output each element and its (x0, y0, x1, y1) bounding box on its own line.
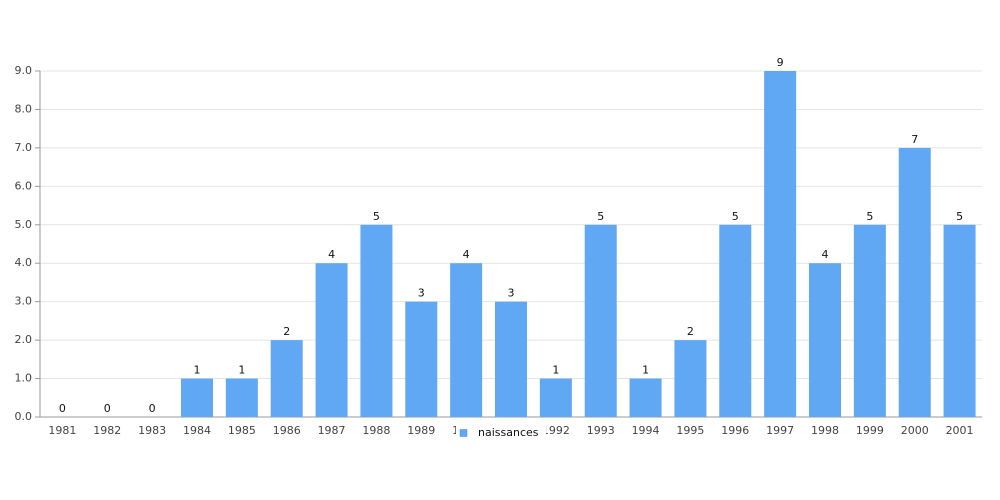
data-label: 1 (194, 364, 201, 377)
y-tick-label: 8.0 (15, 102, 33, 115)
x-tick-label: 2000 (901, 424, 929, 437)
legend-label: naissances (478, 426, 539, 439)
y-tick-label: 0.0 (15, 410, 33, 423)
x-tick-label: 1996 (721, 424, 749, 437)
x-tick-label: 1994 (632, 424, 660, 437)
data-label: 4 (463, 248, 470, 261)
data-label: 0 (149, 402, 156, 415)
y-tick-label: 6.0 (15, 179, 33, 192)
data-label: 0 (59, 402, 66, 415)
bar (495, 301, 527, 417)
x-tick-label: 1997 (766, 424, 794, 437)
bar (405, 301, 438, 417)
x-tick-label: 1995 (676, 424, 704, 437)
x-tick-label: 1984 (183, 424, 211, 437)
data-label: 5 (597, 210, 604, 223)
x-tick-label: 2001 (946, 424, 974, 437)
data-label: 5 (373, 210, 380, 223)
data-label: 2 (283, 325, 290, 338)
x-tick-label: 1981 (48, 424, 76, 437)
bar (853, 224, 886, 417)
x-tick-label: 1983 (138, 424, 166, 437)
data-label: 2 (687, 325, 694, 338)
data-label: 5 (956, 210, 963, 223)
y-tick-label: 5.0 (15, 218, 33, 231)
bar (764, 71, 797, 417)
y-tick-label: 7.0 (15, 141, 33, 154)
data-label: 3 (418, 287, 425, 300)
x-tick-label: 1982 (93, 424, 121, 437)
x-tick-label: 1987 (318, 424, 346, 437)
x-tick-label: 1999 (856, 424, 884, 437)
bar (809, 263, 841, 417)
y-tick-label: 4.0 (15, 256, 33, 269)
bar (674, 340, 707, 417)
bar (898, 147, 931, 417)
data-label: 0 (104, 402, 111, 415)
x-tick-label: 1988 (362, 424, 390, 437)
bar (360, 224, 393, 417)
bar (719, 224, 752, 417)
data-label: 1 (642, 364, 649, 377)
bar (225, 378, 258, 417)
bar (270, 340, 303, 417)
data-label: 5 (866, 210, 873, 223)
bar (629, 378, 662, 417)
y-tick-label: 2.0 (15, 333, 33, 346)
data-label: 5 (732, 210, 739, 223)
data-label: 1 (552, 364, 559, 377)
legend-background (456, 425, 546, 441)
bar (584, 224, 617, 417)
bar (181, 378, 213, 417)
bar (539, 378, 572, 417)
data-label: 4 (328, 248, 335, 261)
data-label: 1 (238, 364, 245, 377)
x-tick-label: 1989 (407, 424, 435, 437)
data-label: 9 (777, 56, 784, 69)
x-tick-label: 1986 (273, 424, 301, 437)
data-label: 4 (822, 248, 829, 261)
bar (943, 224, 976, 417)
x-tick-label: 1993 (587, 424, 615, 437)
bar (450, 263, 483, 417)
y-tick-label: 3.0 (15, 295, 33, 308)
x-tick-label: 1985 (228, 424, 256, 437)
x-tick-label: 1992 (542, 424, 570, 437)
x-tick-label: 1998 (811, 424, 839, 437)
data-label: 7 (911, 133, 918, 146)
y-tick-label: 9.0 (15, 64, 33, 77)
data-label: 3 (508, 287, 515, 300)
y-tick-label: 1.0 (15, 372, 33, 385)
bar (315, 263, 348, 417)
legend-swatch (459, 429, 468, 437)
